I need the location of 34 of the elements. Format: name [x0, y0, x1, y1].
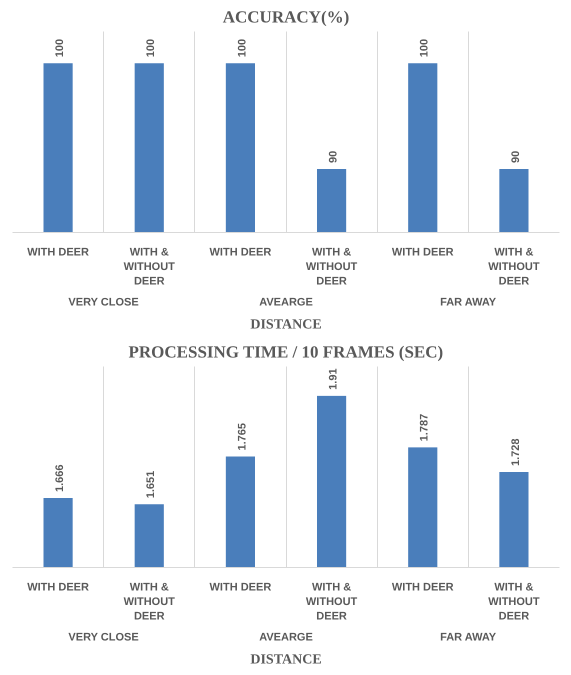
text: VERY CLOSE	[68, 632, 139, 644]
x-tick-label: WITH & WITHOUT DEER	[124, 246, 176, 288]
x-axis-title: DISTANCE	[250, 652, 322, 668]
data-label: 1.651	[145, 470, 158, 498]
text: FAR AWAY	[440, 632, 497, 644]
data-label: 100	[418, 38, 431, 58]
x-tick-label: WITH & WITHOUT DEER	[488, 582, 540, 622]
text: AVEARGE	[259, 632, 313, 644]
data-label: 100	[145, 38, 158, 58]
x-tick-label: WITH & WITHOUT DEER	[306, 246, 358, 288]
data-label: 1.765	[236, 423, 248, 451]
x-tick-label: WITH DEER	[392, 246, 454, 258]
x-tick-label: WITH & WITHOUT DEER	[306, 582, 358, 622]
x-tick-label: WITH & WITHOUT DEER	[124, 582, 176, 622]
x-tick-label: WITH DEER	[27, 246, 89, 258]
data-label: 90	[510, 150, 522, 164]
x-tick-label: WITH DEER	[210, 246, 272, 258]
x-tick-label: WITH DEER	[210, 582, 272, 594]
data-label: 1.666	[54, 464, 66, 492]
data-label: 90	[328, 150, 340, 164]
chart-title: PROCESSING TIME / 10 FRAMES (SEC)	[128, 342, 444, 362]
x-tick-label: WITH DEER	[392, 582, 454, 594]
text: VERY CLOSE	[68, 296, 139, 308]
text: AVEARGE	[259, 296, 313, 308]
x-axis-title: DISTANCE	[250, 318, 322, 332]
chart-title: ACCURACY(%)	[222, 8, 350, 26]
x-tick-label: WITH DEER	[27, 582, 89, 594]
data-label: 1.91	[328, 368, 340, 390]
data-label: 100	[54, 38, 66, 58]
data-label: 1.787	[418, 414, 431, 442]
data-label: 1.728	[510, 438, 522, 466]
x-tick-label: WITH & WITHOUT DEER	[488, 246, 540, 288]
text: FAR AWAY	[440, 296, 497, 308]
data-label: 100	[236, 38, 248, 58]
